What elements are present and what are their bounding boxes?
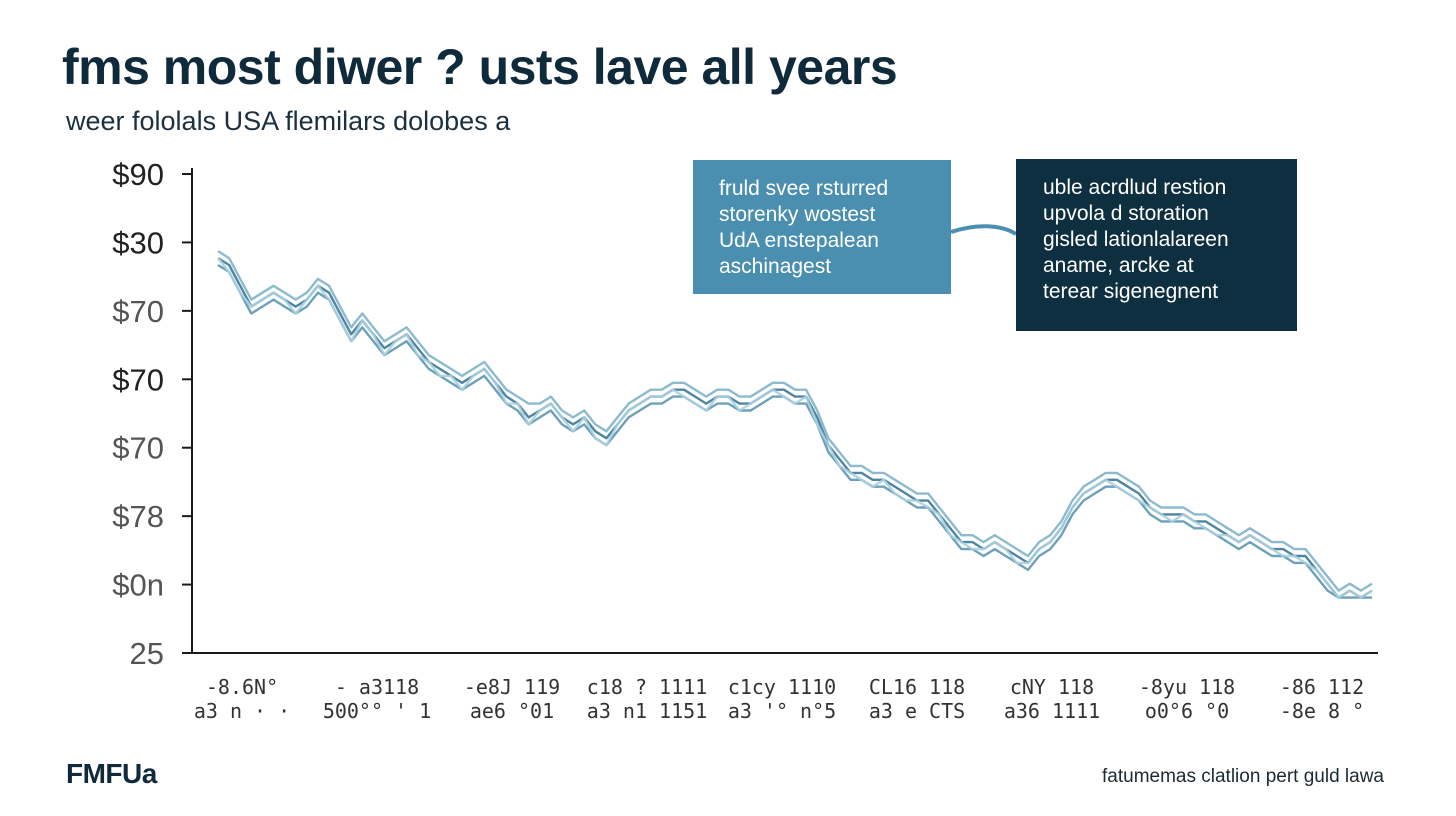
annotation-line: UdA enstepalean — [719, 229, 879, 252]
annotation-line: fruld svee rsturred — [719, 177, 889, 200]
x-tick-label: -86 112 — [1280, 675, 1364, 699]
x-tick-label: -8e 8 ° — [1280, 699, 1364, 723]
x-tick-label: -e8J 119 — [464, 675, 560, 699]
annotation-line: gisled lationlalareen — [1043, 228, 1229, 251]
series-line — [217, 250, 1373, 592]
annotation-box-1: fruld svee rsturred storenky wostest UdA… — [693, 160, 951, 294]
x-tick-label: c18 ? 1111 — [587, 675, 707, 699]
y-tick-label: $90 — [112, 157, 164, 192]
source-note: fatumemas clatlion pert guld lawa — [1102, 766, 1384, 787]
x-tick-label: -8.6N° — [206, 675, 278, 699]
y-tick-label: $70 — [112, 362, 164, 397]
y-tick-label: $70 — [112, 294, 164, 329]
brand-logo: FMFUa — [66, 758, 157, 789]
x-tick-label: a3 n1 1151 — [587, 699, 707, 723]
chart-title: fms most diwer ? usts lave all years — [62, 39, 898, 95]
annotation-line: uble acrdlud restion — [1043, 176, 1227, 199]
y-tick-label: $78 — [112, 499, 164, 534]
annotation-box-2: uble acrdlud restion upvola d storation … — [1016, 159, 1297, 331]
chart-subtitle: weer fololals USA flemilars dolobes a — [66, 106, 511, 136]
x-tick-label: cNY 118 — [1010, 675, 1094, 699]
x-tick-label: a3 '° n°5 — [728, 699, 836, 723]
x-tick-label: a36 1111 — [1004, 699, 1100, 723]
series-line — [217, 257, 1373, 599]
annotation-line: terear sigenegnent — [1043, 280, 1219, 303]
x-tick-label: - a3118 — [335, 675, 419, 699]
x-tick-label: c1cy 1110 — [728, 675, 836, 699]
x-tick-label: o0°6 °0 — [1145, 699, 1229, 723]
x-tick-label: CL16 118 — [869, 675, 965, 699]
annotation-line: aschinagest — [719, 255, 832, 278]
y-tick-label: $0n — [112, 568, 164, 603]
x-tick-label: -8yu 118 — [1139, 675, 1235, 699]
annotation-line: aname, arcke at — [1043, 254, 1194, 277]
y-tick-label: $30 — [112, 225, 164, 260]
series-lines — [217, 250, 1373, 599]
axes — [191, 168, 1378, 654]
tick-labels: $90 $30 $70 $70 $70 $78 $0n 25 -8.6N°a3 n · · - a… — [112, 157, 1364, 723]
x-tick-label: a3 e CTS — [869, 699, 965, 723]
y-tick-label: 25 — [130, 636, 164, 671]
x-tick-label: ae6 °01 — [470, 699, 554, 723]
x-tick-label: 500°° ' 1 — [323, 699, 431, 723]
x-tick-label: a3 n · · — [194, 699, 290, 723]
annotation-line: storenky wostest — [719, 203, 876, 226]
y-tick-label: $70 — [112, 431, 164, 466]
annotation-connector — [950, 224, 1018, 236]
annotation-line: upvola d storation — [1043, 202, 1209, 225]
